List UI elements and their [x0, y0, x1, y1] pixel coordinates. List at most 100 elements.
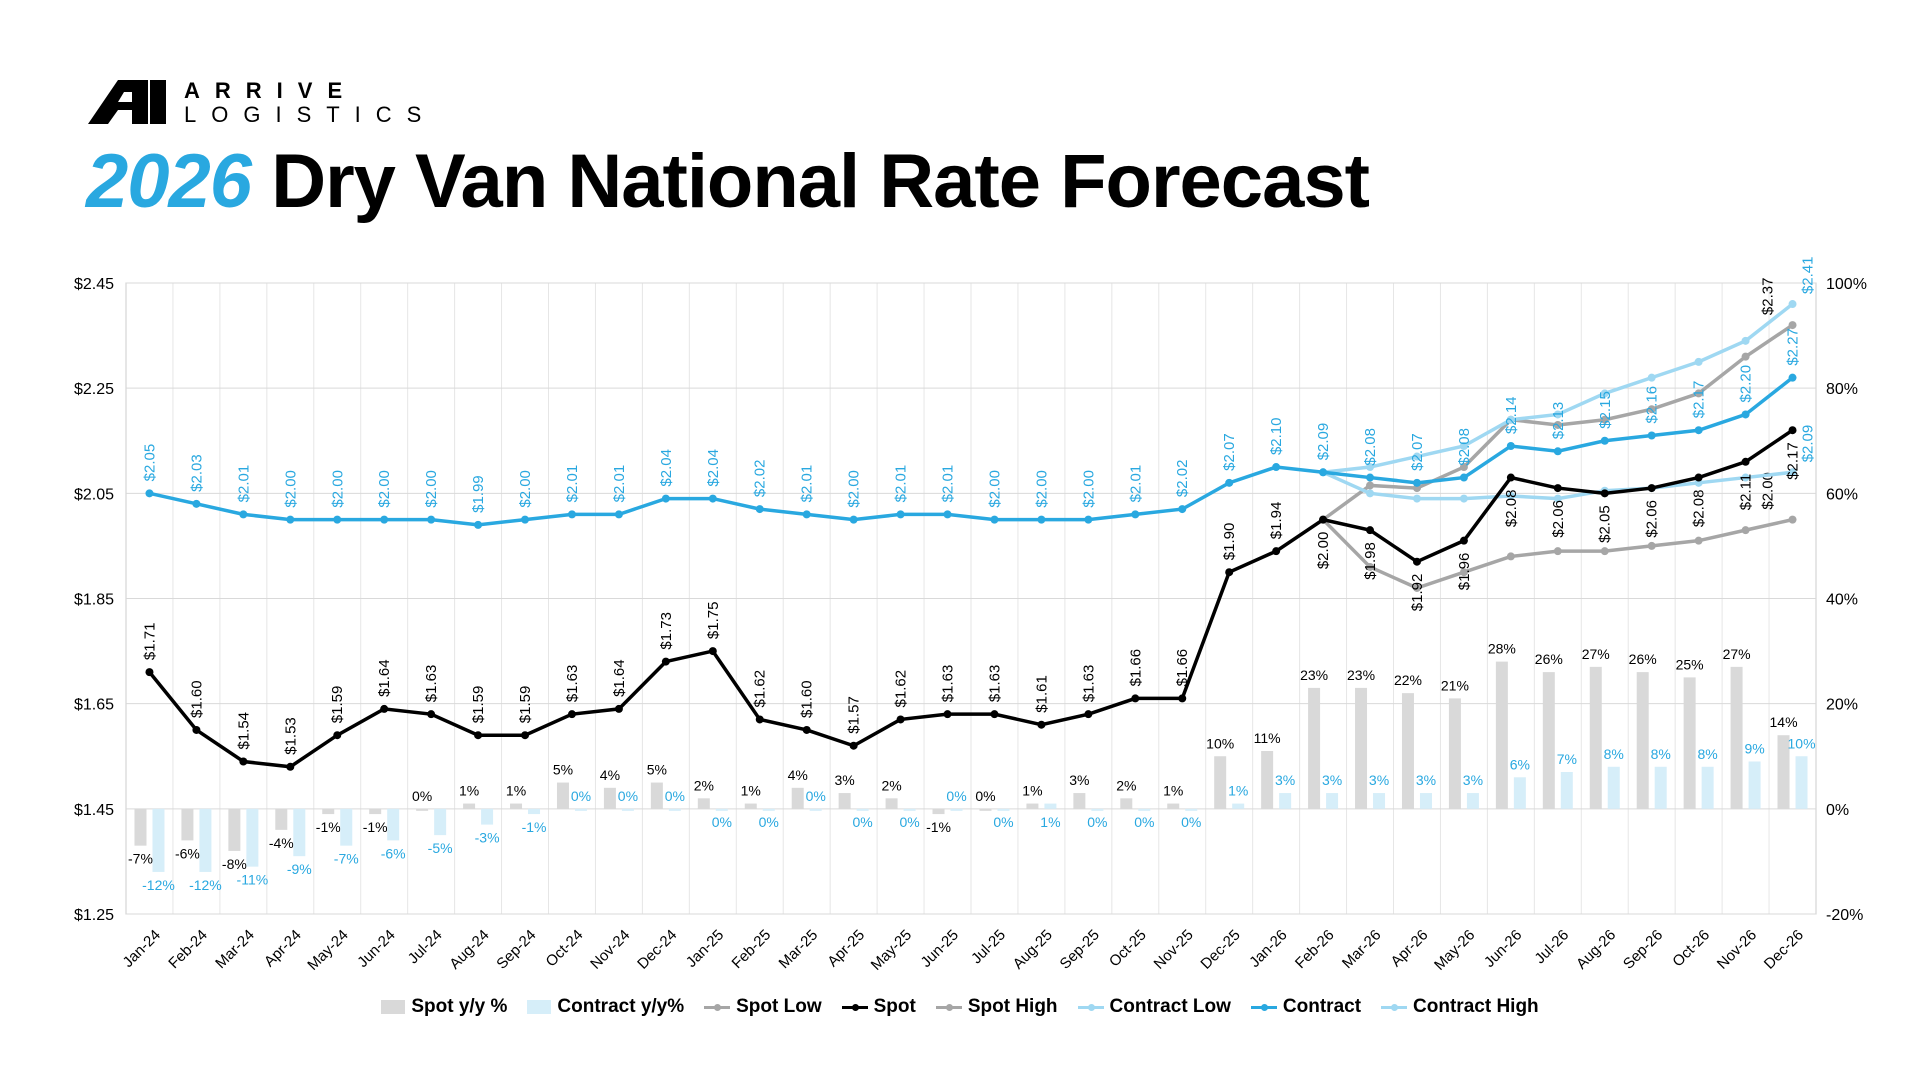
legend-line-swatch-icon	[704, 1003, 731, 1011]
spot-high-point	[1788, 321, 1797, 330]
contract-yoy-bar	[293, 808, 306, 857]
contract-high-point	[1647, 373, 1656, 382]
contract-value-label: $2.03	[188, 454, 205, 492]
contract-yoy-bar	[1466, 793, 1479, 809]
x-axis-tick-label: Apr-24	[261, 926, 305, 970]
contract-yoy-label: 0%	[1087, 814, 1107, 830]
spot-value-label: $1.98	[1362, 542, 1379, 580]
contract-yoy-bar	[1560, 772, 1573, 809]
contract-yoy-bar	[856, 808, 869, 811]
contract-value-label: $2.16	[1644, 386, 1661, 424]
spot-yoy-label: 4%	[600, 767, 620, 783]
contract-point	[192, 499, 201, 508]
spot-yoy-bar	[1495, 661, 1508, 809]
contract-point	[145, 489, 154, 498]
legend-label: Spot	[873, 996, 916, 1017]
contract-point	[1647, 431, 1656, 440]
x-axis-tick-label: Feb-26	[1292, 926, 1338, 972]
spot-yoy-bar	[1401, 693, 1414, 809]
spot-yoy-bar	[275, 808, 288, 830]
contract-value-label: $2.00	[846, 470, 863, 508]
spot-yoy-bar	[1261, 750, 1274, 809]
contract-value-label: $2.15	[1597, 391, 1614, 429]
spot-high-point	[1600, 415, 1609, 424]
spot-yoy-bar	[791, 787, 804, 809]
contract-value-label: $2.27	[1785, 328, 1802, 366]
x-axis-tick-label: Oct-25	[1106, 926, 1150, 970]
right-axis-tick-label: 0%	[1826, 802, 1849, 819]
spot-yoy-label: 2%	[694, 777, 714, 793]
legend-item-spot: Spot	[841, 996, 916, 1018]
contract-point	[1225, 478, 1234, 487]
right-axis-tick-label: 100%	[1826, 276, 1867, 293]
spot-yoy-bar	[1589, 666, 1602, 809]
spot-yoy-bar	[932, 808, 945, 815]
right-axis-tick-label: -20%	[1826, 907, 1863, 924]
contract-low-point	[1366, 489, 1375, 498]
spot-yoy-label: 1%	[1163, 783, 1183, 799]
contract-value-label: $2.02	[752, 460, 769, 498]
x-axis-tick-label: Dec-25	[1197, 926, 1243, 972]
contract-yoy-label: 1%	[1040, 814, 1060, 830]
spot-point	[521, 731, 530, 740]
spot-yoy-label: -1%	[316, 819, 341, 835]
contract-point	[708, 494, 717, 503]
spot-yoy-bar	[979, 808, 992, 811]
contract-value-label: $2.10	[1268, 417, 1285, 455]
contract-point	[333, 515, 342, 524]
spot-yoy-label: 5%	[647, 762, 667, 778]
contract-yoy-label: 8%	[1698, 746, 1718, 762]
contract-yoy-bar	[1513, 777, 1526, 809]
brand-line1: ARRIVE	[184, 78, 358, 103]
right-axis-tick-label: 20%	[1826, 697, 1858, 714]
spot-yoy-label: 23%	[1347, 667, 1375, 683]
x-axis-tick-label: Mar-24	[212, 926, 258, 972]
spot-yoy-bar	[1308, 687, 1321, 809]
contract-point	[802, 510, 811, 519]
spot-yoy-bar	[885, 798, 898, 809]
spot-value-label: $1.57	[846, 696, 863, 734]
contract-value-label: $2.07	[1409, 433, 1426, 471]
contract-yoy-bar	[340, 808, 353, 846]
contract-point	[1319, 468, 1328, 477]
spot-yoy-label: 1%	[741, 783, 761, 799]
contract-value-label: $2.14	[1503, 396, 1520, 434]
spot-yoy-label: 22%	[1394, 672, 1422, 688]
spot-yoy-label: 21%	[1441, 677, 1469, 693]
contract-yoy-label: 0%	[853, 814, 873, 830]
contract-yoy-bar	[1185, 808, 1198, 811]
spot-point	[1647, 484, 1656, 493]
legend-item-spot-y-y-: Spot y/y %	[381, 996, 507, 1018]
contract-yoy-label: 0%	[712, 814, 732, 830]
contract-yoy-label: 0%	[993, 814, 1013, 830]
spot-yoy-label: 2%	[1116, 777, 1136, 793]
contract-point	[990, 515, 999, 524]
spot-point	[286, 762, 295, 771]
contract-high-point	[1412, 452, 1421, 461]
contract-yoy-label: -3%	[475, 830, 500, 846]
spot-low-point	[1600, 547, 1609, 556]
contract-high-point	[1553, 410, 1562, 419]
contract-value-label: $2.00	[376, 470, 393, 508]
spot-yoy-label: 0%	[412, 788, 432, 804]
contract-yoy-bar	[199, 808, 212, 872]
contract-value-label: $2.00	[1080, 470, 1097, 508]
contract-yoy-label: -6%	[381, 845, 406, 861]
spot-point	[427, 710, 436, 719]
contract-yoy-bar	[1232, 803, 1245, 809]
spot-point	[145, 668, 154, 677]
x-axis-tick-label: Feb-24	[165, 926, 211, 972]
contract-yoy-bar	[1091, 808, 1104, 811]
chart-legend: Spot y/y % Contract y/y% Spot Low Spot Spot …	[0, 996, 1920, 1018]
contract-point	[661, 494, 670, 503]
contract-value-label: $2.00	[423, 470, 440, 508]
spot-point	[380, 704, 389, 713]
spot-low-point	[1647, 541, 1656, 550]
spot-yoy-label: -6%	[175, 845, 200, 861]
x-axis-tick-label: Oct-24	[543, 926, 587, 970]
legend-line-swatch-icon	[1381, 1003, 1408, 1011]
spot-yoy-label: -1%	[363, 819, 388, 835]
contract-yoy-label: 3%	[1275, 772, 1295, 788]
x-axis-tick-label: Mar-25	[776, 926, 822, 972]
contract-yoy-bar	[434, 808, 447, 836]
